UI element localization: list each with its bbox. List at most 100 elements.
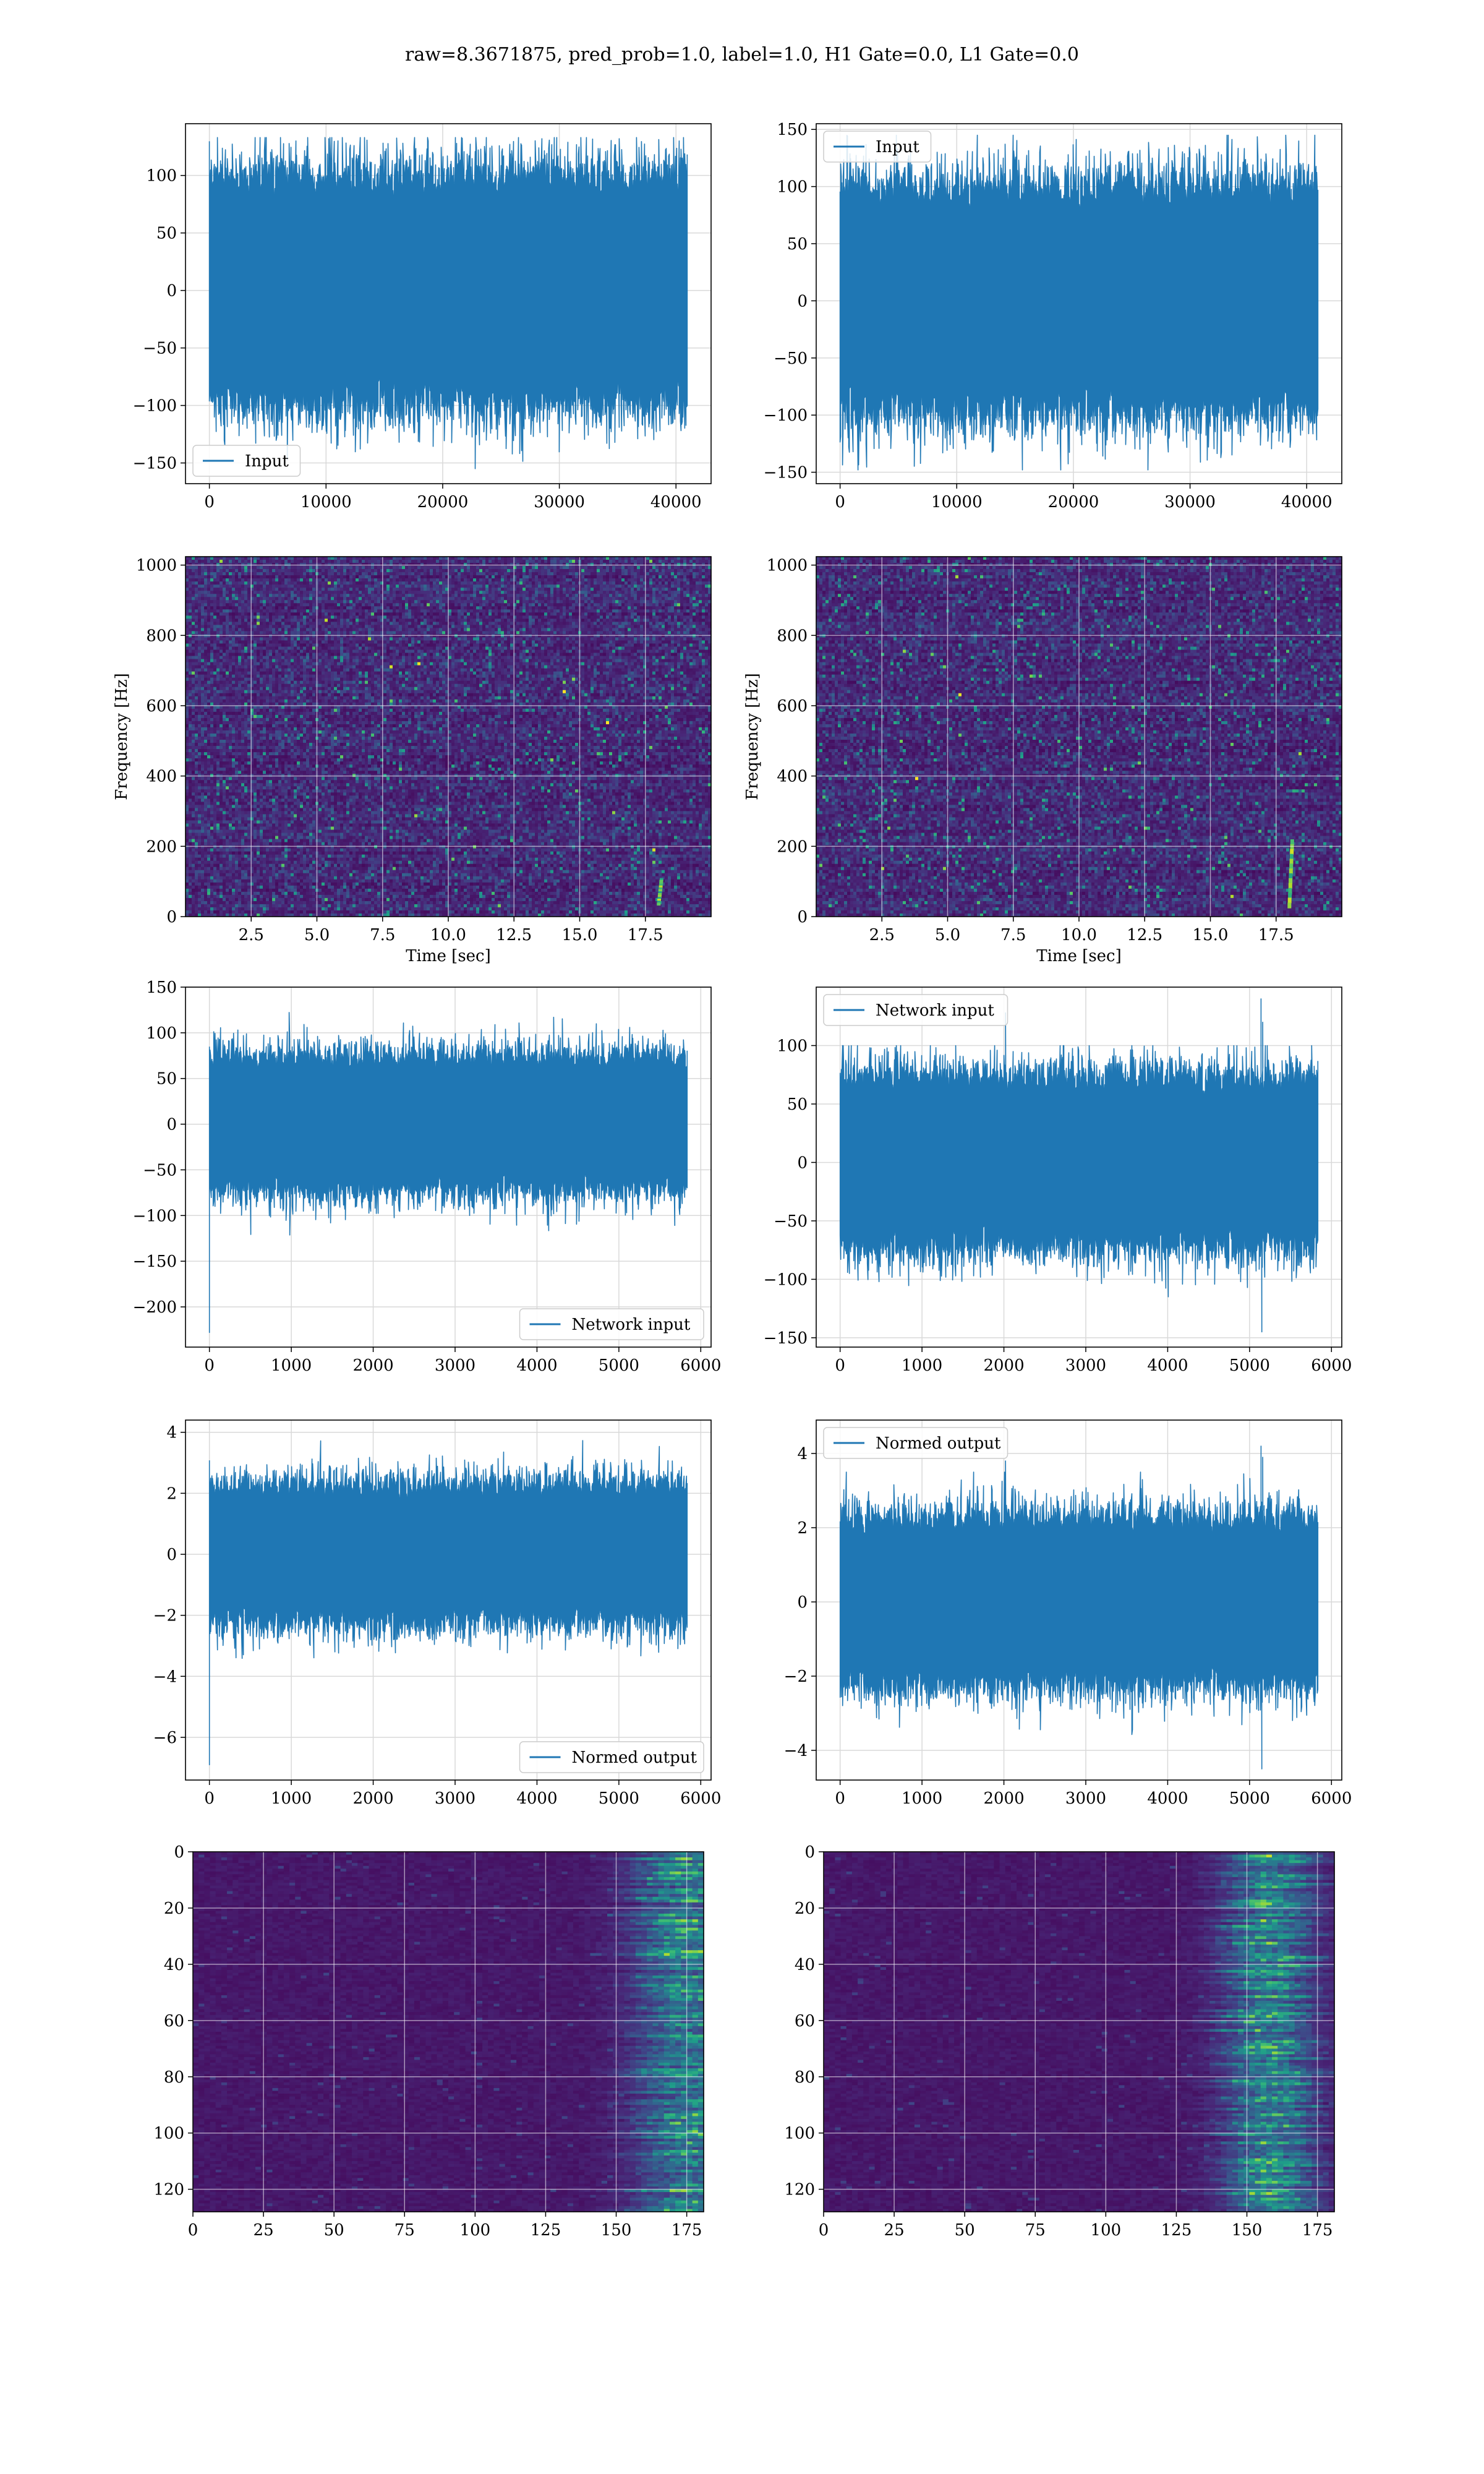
spectrogram-cell	[232, 584, 236, 588]
spectrogram-cell	[216, 749, 220, 753]
spectrogram-cell	[223, 709, 226, 713]
spectrogram-cell	[207, 752, 211, 756]
spectrogram-cell	[201, 618, 205, 622]
spectrogram-cell	[189, 858, 192, 862]
spectrogram-cell	[216, 855, 220, 858]
spectrogram-cell	[226, 823, 229, 827]
spectrogram-cell	[201, 566, 205, 570]
spectrogram-cell	[186, 584, 189, 588]
spectrogram-cell	[220, 622, 223, 625]
spectrogram-cell	[195, 811, 198, 815]
spectrogram-cell	[229, 904, 232, 908]
spectrogram-cell	[207, 836, 211, 840]
spectrogram-cell	[232, 892, 236, 896]
spectrogram-cell	[192, 734, 195, 737]
spectrogram-cell	[192, 600, 195, 604]
spectrogram-cell	[220, 609, 223, 613]
spectrogram-cell	[192, 746, 195, 750]
spectrogram-cell	[210, 870, 214, 874]
spectrogram-cell	[220, 588, 223, 591]
spectrogram-cell	[201, 609, 205, 613]
spectrogram-cell	[195, 892, 198, 896]
spectrogram-cell	[207, 743, 211, 747]
spectrogram-cell	[223, 631, 226, 635]
spectrogram-cell	[207, 684, 211, 688]
spectrogram-cell	[229, 864, 232, 868]
spectrogram-cell	[226, 727, 229, 731]
spectrogram-cell	[220, 768, 223, 771]
spectrogram-cell	[223, 650, 226, 654]
spectrogram-cell	[220, 647, 223, 651]
spectrogram-cell	[195, 727, 198, 731]
spectrogram-cell	[192, 861, 195, 865]
spectrogram-cell	[204, 771, 208, 774]
spectrogram-cell	[232, 740, 236, 743]
spectrogram-cell	[189, 817, 192, 821]
spectrogram-cell	[186, 687, 189, 691]
spectrogram-cell	[213, 675, 217, 678]
spectrogram-cell	[186, 883, 189, 886]
spectrogram-cell	[223, 910, 226, 914]
spectrogram-cell	[226, 842, 229, 846]
spectrogram-cell	[229, 876, 232, 880]
spectrogram-cell	[201, 783, 205, 787]
spectrogram-cell	[226, 625, 229, 628]
spectrogram-cell	[195, 603, 198, 607]
spectrogram-cell	[220, 712, 223, 716]
spectrogram-cell	[207, 883, 211, 886]
spectrogram-cell	[213, 777, 217, 781]
spectrogram-cell	[207, 889, 211, 892]
spectrogram-cell	[195, 761, 198, 765]
spectrogram-cell	[192, 798, 195, 802]
spectrogram-cell	[232, 830, 236, 834]
spectrogram-cell	[204, 802, 208, 805]
spectrogram-cell	[223, 805, 226, 808]
spectrogram-cell	[229, 842, 232, 846]
spectrogram-cell	[207, 618, 211, 622]
spectrogram-cell	[226, 659, 229, 663]
spectrogram-cell	[210, 600, 214, 604]
spectrogram-cell	[213, 861, 217, 865]
spectrogram-cell	[186, 755, 189, 759]
spectrogram-cell	[210, 752, 214, 756]
spectrogram-cell	[220, 696, 223, 700]
spectrogram-cell	[192, 618, 195, 622]
spectrogram-cell	[216, 771, 220, 774]
spectrogram-cell	[201, 749, 205, 753]
spectrogram-cell	[226, 864, 229, 868]
spectrogram-cell	[213, 609, 217, 613]
spectrogram-cell	[189, 873, 192, 877]
spectrogram-cell	[207, 746, 211, 750]
spectrogram-cell	[213, 578, 217, 582]
spectrogram-cell	[210, 845, 214, 849]
spectrogram-cell	[220, 830, 223, 834]
spectrogram-cell	[232, 684, 236, 688]
spectrogram-cell	[220, 886, 223, 889]
spectrogram-cell	[201, 798, 205, 802]
spectrogram-cell	[201, 569, 205, 573]
spectrogram-cell	[232, 805, 236, 808]
spectrogram-cell	[207, 802, 211, 805]
spectrogram-cell	[207, 873, 211, 877]
x-tick-label: 0	[835, 493, 845, 511]
spectrogram-cell	[235, 637, 239, 641]
spectrogram-cell	[216, 643, 220, 647]
spectrogram-cell	[232, 752, 236, 756]
spectrogram-cell	[201, 603, 205, 607]
spectrogram-cell	[213, 845, 217, 849]
spectrogram-cell	[223, 743, 226, 747]
spectrogram-cell	[192, 761, 195, 765]
spectrogram-cell	[210, 575, 214, 579]
spectrogram-cell	[220, 709, 223, 713]
spectrogram-cell	[207, 901, 211, 905]
spectrogram-cell	[201, 898, 205, 902]
spectrogram-cell	[210, 715, 214, 719]
spectrogram-cell	[204, 746, 208, 750]
spectrogram-cell	[201, 880, 205, 883]
spectrogram-cell	[192, 709, 195, 713]
spectrogram-cell	[226, 684, 229, 688]
spectrogram-cell	[201, 892, 205, 896]
spectrogram-cell	[207, 737, 211, 740]
spectrogram-cell	[226, 569, 229, 573]
spectrogram-cell	[204, 628, 208, 631]
